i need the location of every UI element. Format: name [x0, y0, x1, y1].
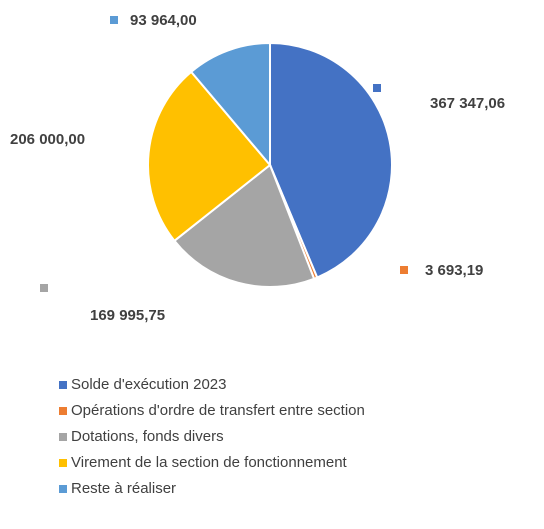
- legend-marker: [59, 485, 67, 493]
- value-label: 367 347,06: [430, 95, 505, 112]
- legend-marker: [59, 433, 67, 441]
- label-marker: [40, 284, 48, 292]
- label-marker: [400, 266, 408, 274]
- label-marker: [373, 84, 381, 92]
- legend-label: Opérations d'ordre de transfert entre se…: [71, 402, 365, 419]
- legend-label: Dotations, fonds divers: [71, 428, 224, 445]
- pie-slice: [147, 70, 272, 243]
- pie-slice: [172, 163, 316, 288]
- pie-slice: [189, 41, 271, 168]
- value-label: 3 693,19: [425, 262, 483, 279]
- value-label: 93 964,00: [130, 12, 197, 29]
- legend-marker: [59, 407, 67, 415]
- legend-label: Reste à réaliser: [71, 480, 176, 497]
- value-label: 206 000,00: [10, 131, 85, 148]
- legend-label: Solde d'exécution 2023: [71, 376, 227, 393]
- value-label: 169 995,75: [90, 307, 165, 324]
- legend-label: Virement de la section de fonctionnement: [71, 454, 348, 471]
- label-marker: [110, 16, 118, 24]
- legend-marker: [59, 381, 67, 389]
- legend-marker: [59, 459, 67, 467]
- pie-slice: [269, 41, 393, 279]
